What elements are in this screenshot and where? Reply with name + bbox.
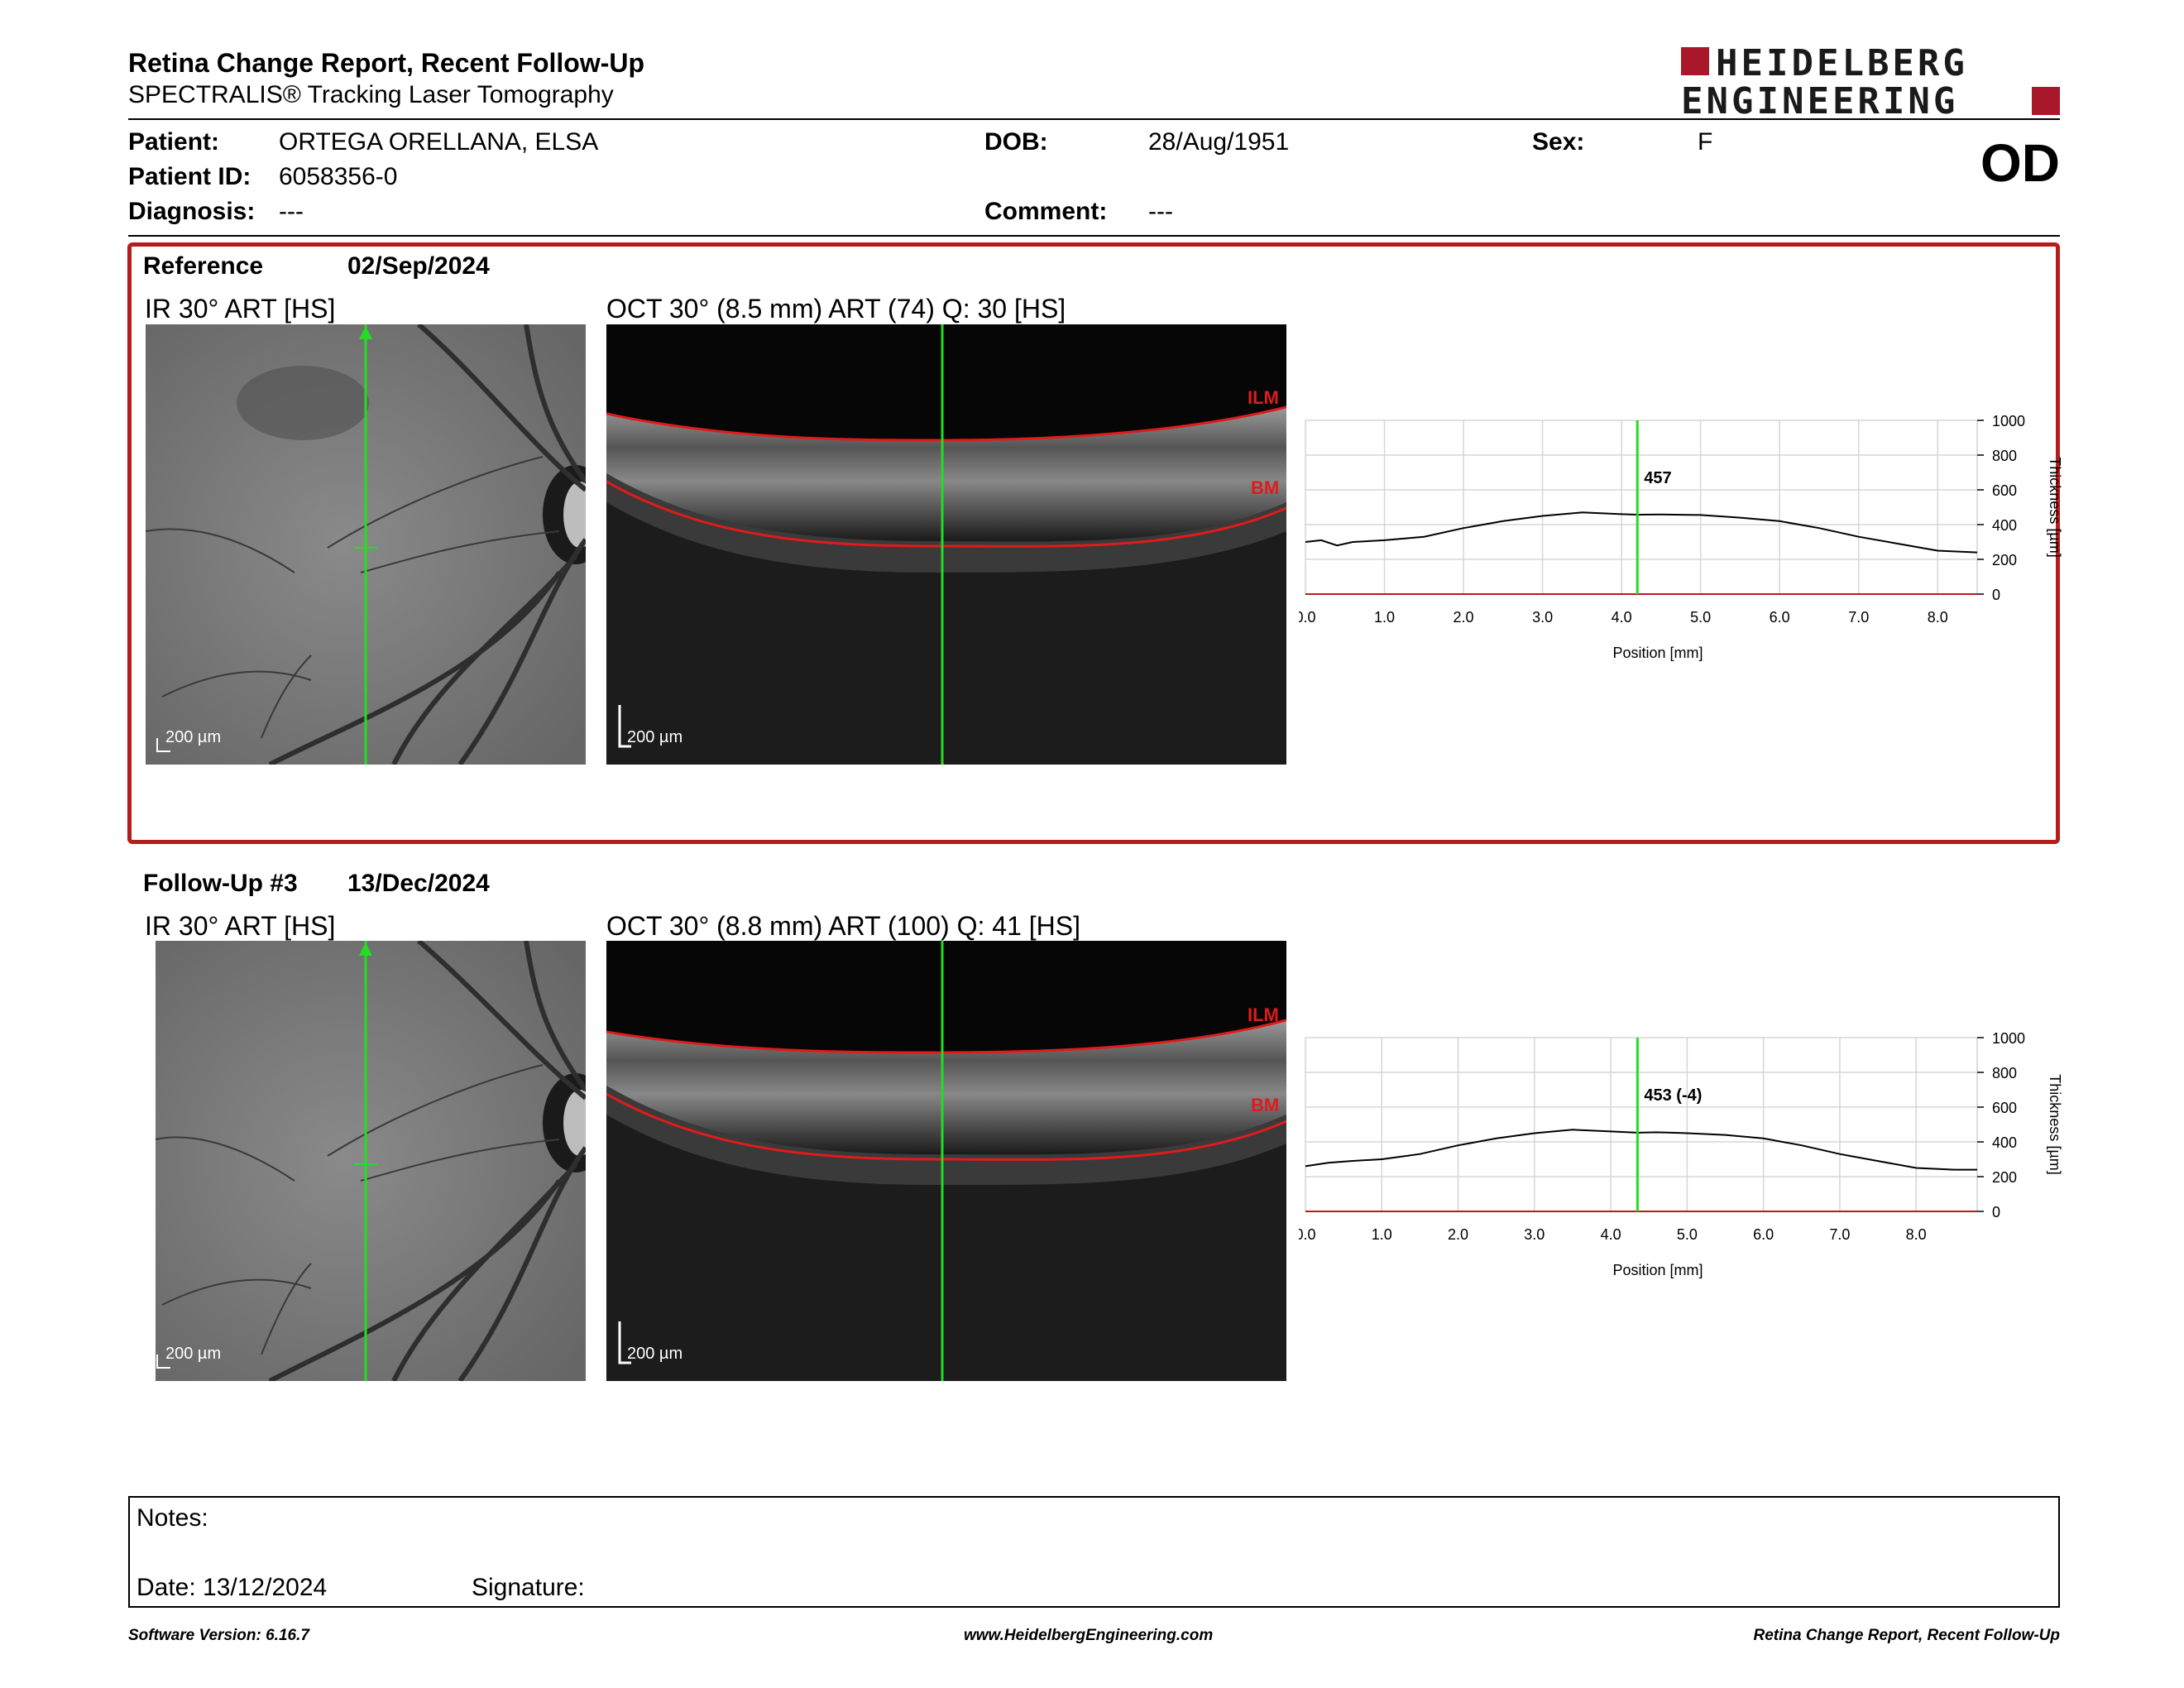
plot-area xyxy=(1305,420,1978,595)
website-link[interactable]: www.HeidelbergEngineering.com xyxy=(964,1627,1214,1644)
x-tick-label: 5.0 xyxy=(1690,609,1711,626)
x-tick-label: 3.0 xyxy=(1532,609,1553,626)
notes-date: Date: 13/12/2024 xyxy=(136,1574,328,1601)
sex-value: F xyxy=(1698,128,1713,156)
patient-id-label: Patient ID: xyxy=(128,163,251,190)
y-tick-label: 200 xyxy=(1992,1169,2017,1186)
marker-value-label: 457 xyxy=(1644,469,1671,487)
x-tick-label: 6.0 xyxy=(1753,1226,1774,1243)
header-rule xyxy=(128,118,2060,120)
x-axis-label: Position [mm] xyxy=(1612,1262,1703,1278)
notes-label: Notes: xyxy=(136,1504,208,1532)
reference-ilm-label: ILM xyxy=(1248,387,1279,408)
patient-id: 6058356-0 xyxy=(279,163,398,190)
x-tick-label: 0.0 xyxy=(1299,609,1316,626)
dob-value: 28/Aug/1951 xyxy=(1148,128,1290,156)
y-tick-label: 0 xyxy=(1992,587,2000,603)
report-subtitle: SPECTRALIS® Tracking Laser Tomography xyxy=(128,81,614,108)
followup-ilm-label: ILM xyxy=(1248,1005,1279,1025)
patient-label: Patient: xyxy=(128,128,220,156)
reference-ir-title: IR 30° ART [HS] xyxy=(145,294,336,324)
followup-ir-title: IR 30° ART [HS] xyxy=(145,911,336,941)
plot-area xyxy=(1305,1037,1978,1212)
followup-ir-scalebar: 200 µm xyxy=(165,1345,222,1363)
x-tick-label: 7.0 xyxy=(1829,1226,1850,1243)
patient-rule xyxy=(128,235,2060,237)
y-axis-label: Thickness [µm] xyxy=(2047,457,2063,557)
eye-indicator: OD xyxy=(1980,133,2060,193)
software-version: Software Version: 6.16.7 xyxy=(128,1627,309,1644)
followup-date: 13/Dec/2024 xyxy=(347,870,490,897)
comment-value: --- xyxy=(1148,198,1173,225)
followup-bm-label: BM xyxy=(1251,1095,1280,1115)
y-tick-label: 1000 xyxy=(1992,413,2025,429)
comment-label: Comment: xyxy=(984,198,1108,225)
footer-report-name: Retina Change Report, Recent Follow-Up xyxy=(1753,1627,2060,1644)
y-tick-label: 400 xyxy=(1992,517,2017,534)
x-tick-label: 1.0 xyxy=(1372,1226,1392,1243)
y-tick-label: 1000 xyxy=(1992,1030,2025,1047)
notes-box[interactable]: Notes: Date: 13/12/2024 Signature: xyxy=(128,1496,2060,1608)
followup-ir-image[interactable] xyxy=(146,941,586,1381)
reference-date: 02/Sep/2024 xyxy=(347,252,490,280)
x-axis-label: Position [mm] xyxy=(1612,645,1703,661)
x-tick-label: 8.0 xyxy=(1928,609,1948,626)
patient-name: ORTEGA ORELLANA, ELSA xyxy=(279,128,599,156)
x-tick-label: 5.0 xyxy=(1677,1226,1698,1243)
y-tick-label: 800 xyxy=(1992,1065,2017,1081)
followup-oct-image[interactable] xyxy=(606,941,1286,1381)
reference-ir-scalebar: 200 µm xyxy=(165,728,222,746)
reference-label: Reference xyxy=(143,252,264,280)
x-tick-label: 2.0 xyxy=(1448,1226,1468,1243)
followup-thickness-chart: 0 200 400 600 800 1000 0.0 1.0 2.0 3.0 4.0 5.0 6.0 7.… xyxy=(1299,1030,2063,1278)
x-tick-label: 7.0 xyxy=(1848,609,1869,626)
x-tick-label: 1.0 xyxy=(1374,609,1395,626)
y-tick-label: 400 xyxy=(1992,1134,2017,1151)
reference-box xyxy=(127,242,2060,844)
x-tick-label: 4.0 xyxy=(1601,1226,1621,1243)
x-tick-label: 6.0 xyxy=(1770,609,1790,626)
x-tick-label: 4.0 xyxy=(1612,609,1632,626)
thickness-line xyxy=(1305,511,1978,554)
reference-oct-title: OCT 30° (8.5 mm) ART (74) Q: 30 [HS] xyxy=(606,294,1066,324)
followup-oct-title: OCT 30° (8.8 mm) ART (100) Q: 41 [HS] xyxy=(606,911,1080,941)
dob-label: DOB: xyxy=(984,128,1048,156)
reference-thickness-chart: 0 200 400 600 800 1000 0.0 1.0 2.0 3.0 4.0 5.0 6.0 7.… xyxy=(1299,413,2063,661)
followup-oct-scalebar: 200 µm xyxy=(627,1345,683,1363)
y-tick-label: 600 xyxy=(1992,482,2017,499)
x-tick-label: 8.0 xyxy=(1906,1226,1927,1243)
diagnosis-label: Diagnosis: xyxy=(128,198,256,225)
reference-bm-label: BM xyxy=(1251,477,1280,498)
sex-label: Sex: xyxy=(1532,128,1585,156)
reference-oct-image[interactable] xyxy=(606,324,1286,765)
marker-value-label: 453 (-4) xyxy=(1644,1086,1702,1105)
x-tick-label: 3.0 xyxy=(1524,1226,1545,1243)
y-tick-label: 800 xyxy=(1992,448,2017,464)
y-tick-label: 600 xyxy=(1992,1100,2017,1116)
diagnosis-value: --- xyxy=(279,198,304,225)
x-tick-label: 0.0 xyxy=(1299,1226,1316,1243)
y-axis-label: Thickness [µm] xyxy=(2047,1074,2063,1174)
y-tick-label: 0 xyxy=(1992,1204,2000,1220)
heidelberg-logo: HEIDELBERG ENGINEERING xyxy=(1681,46,2060,120)
report-title: Retina Change Report, Recent Follow-Up xyxy=(128,48,645,78)
x-tick-label: 2.0 xyxy=(1454,609,1474,626)
reference-oct-scalebar: 200 µm xyxy=(627,728,683,746)
reference-ir-image[interactable] xyxy=(146,324,586,765)
signature-label: Signature: xyxy=(472,1574,585,1601)
y-tick-label: 200 xyxy=(1992,552,2017,568)
followup-label: Follow-Up #3 xyxy=(143,870,298,897)
